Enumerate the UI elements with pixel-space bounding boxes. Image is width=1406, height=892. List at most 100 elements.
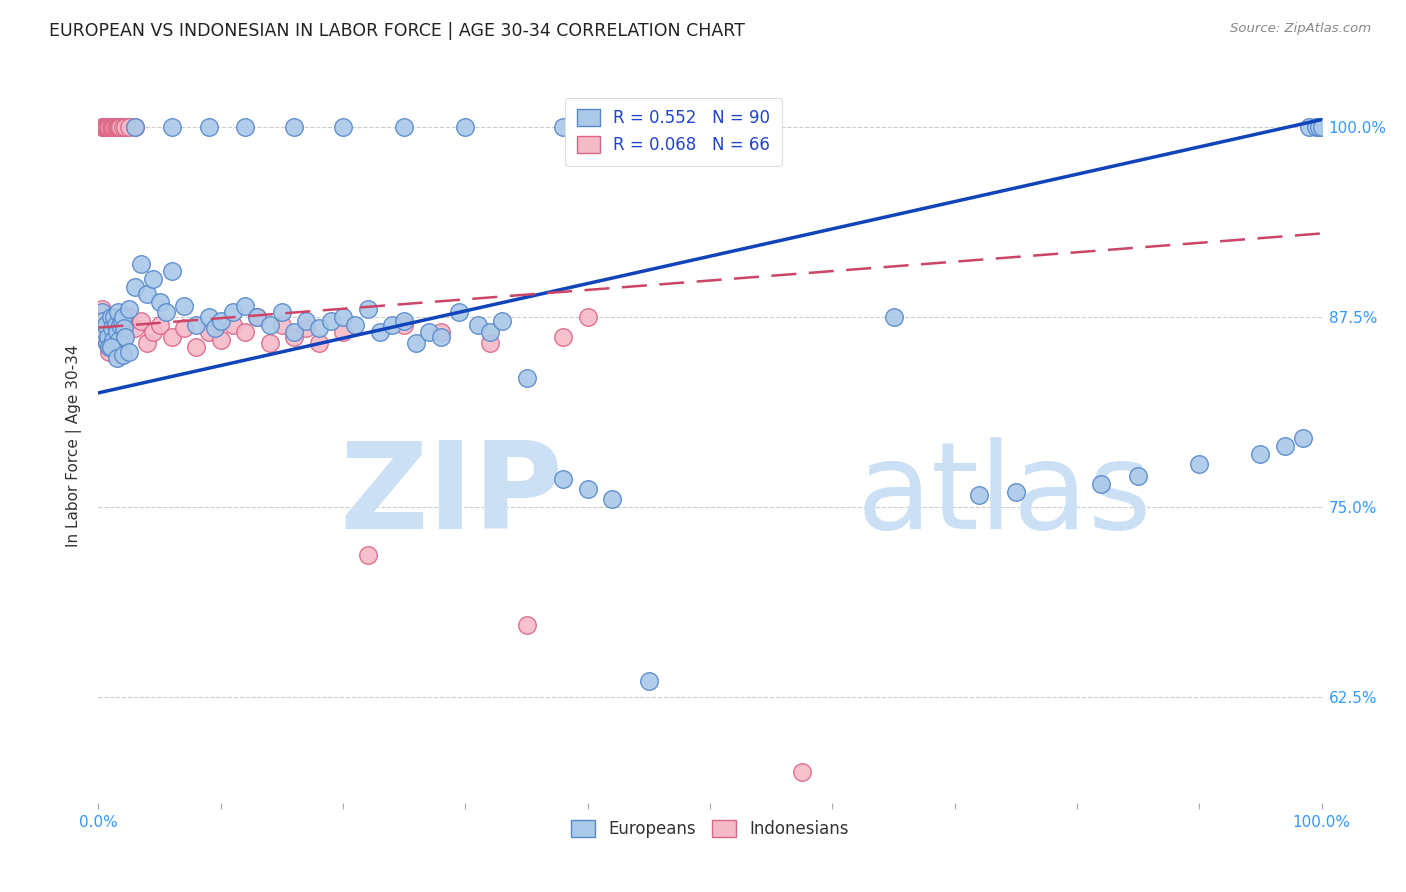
Point (94, 318, 117, 332)
Point (1004, 484, 1026, 499)
Point (553, 120, 575, 135)
Point (124, 279, 146, 293)
Point (381, 318, 404, 332)
Point (576, 310, 599, 324)
Point (1249, 447, 1271, 461)
Point (173, 320, 195, 334)
Point (1305, 120, 1327, 135)
Point (204, 320, 226, 334)
Point (576, 482, 599, 496)
Point (114, 120, 136, 135)
Point (155, 305, 177, 319)
Legend: Europeans, Indonesians: Europeans, Indonesians (565, 813, 855, 845)
Point (430, 329, 453, 343)
Point (118, 302, 141, 317)
Point (478, 325, 501, 339)
Point (91, 120, 114, 135)
Point (107, 120, 129, 135)
Point (259, 335, 281, 350)
Point (112, 320, 135, 334)
Point (104, 120, 127, 135)
Point (1298, 120, 1320, 135)
Point (430, 325, 453, 339)
Text: EUROPEAN VS INDONESIAN IN LABOR FORCE | AGE 30-34 CORRELATION CHART: EUROPEAN VS INDONESIAN IN LABOR FORCE | … (49, 22, 745, 40)
Point (295, 320, 318, 334)
Point (111, 348, 134, 362)
Point (259, 318, 281, 332)
Point (449, 305, 471, 319)
Point (186, 340, 208, 354)
Point (94, 120, 117, 135)
Point (100, 310, 122, 324)
Point (222, 305, 245, 319)
Point (1274, 439, 1296, 453)
Point (308, 320, 330, 334)
Point (553, 472, 575, 486)
Point (98, 344, 121, 359)
Point (101, 120, 124, 135)
Point (491, 314, 513, 328)
Point (405, 335, 427, 350)
Text: Source: ZipAtlas.com: Source: ZipAtlas.com (1230, 22, 1371, 36)
Point (91, 314, 114, 328)
Point (93, 120, 115, 135)
Point (129, 257, 152, 271)
Point (368, 325, 391, 339)
Point (270, 318, 294, 332)
Point (186, 318, 208, 332)
Y-axis label: In Labor Force | Age 30-34: In Labor Force | Age 30-34 (66, 344, 83, 548)
Point (222, 318, 245, 332)
Point (107, 305, 129, 319)
Point (283, 325, 305, 339)
Point (650, 120, 672, 135)
Point (105, 120, 128, 135)
Point (124, 320, 146, 334)
Point (233, 299, 256, 313)
Point (197, 310, 219, 324)
Point (111, 310, 134, 324)
Point (356, 302, 378, 317)
Point (104, 318, 127, 332)
Point (160, 264, 183, 278)
Point (883, 310, 905, 324)
Point (118, 344, 141, 359)
Point (332, 325, 354, 339)
Point (101, 320, 124, 334)
Point (114, 318, 136, 332)
Point (600, 120, 623, 135)
Point (91, 302, 114, 317)
Point (129, 314, 152, 328)
Point (136, 287, 159, 301)
Point (105, 335, 128, 350)
Text: ZIP: ZIP (339, 437, 564, 555)
Point (111, 120, 134, 135)
Point (392, 314, 416, 328)
Point (111, 329, 134, 343)
Point (790, 765, 813, 780)
Point (553, 329, 575, 343)
Point (319, 314, 342, 328)
Point (1292, 431, 1315, 445)
Point (97, 329, 120, 343)
Point (108, 120, 131, 135)
Point (111, 314, 134, 328)
Text: atlas: atlas (856, 437, 1153, 555)
Point (209, 333, 232, 347)
Point (98, 340, 121, 354)
Point (96, 335, 118, 350)
Point (142, 325, 165, 339)
Point (197, 120, 219, 135)
Point (332, 120, 354, 135)
Point (246, 310, 269, 324)
Point (209, 314, 232, 328)
Point (96, 335, 118, 350)
Point (91, 120, 114, 135)
Point (392, 318, 416, 332)
Point (295, 314, 318, 328)
Point (91, 314, 114, 328)
Point (101, 120, 124, 135)
Point (467, 318, 489, 332)
Point (356, 549, 378, 563)
Point (149, 318, 172, 332)
Point (103, 120, 125, 135)
